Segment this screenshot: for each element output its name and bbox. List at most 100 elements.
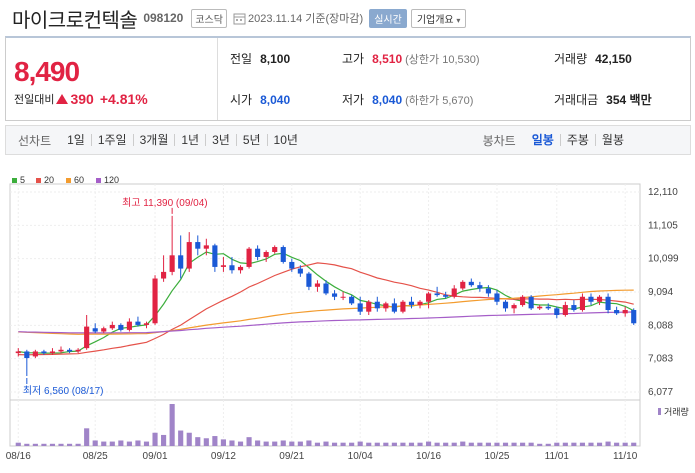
legend-label: 60 [74, 175, 84, 185]
volume-bar [161, 434, 167, 446]
candle-body [314, 283, 321, 287]
volume-bar [391, 442, 397, 446]
candle-body [323, 283, 329, 294]
candle-monthly[interactable]: 월봉 [601, 133, 624, 147]
period-5y[interactable]: 5년 [237, 134, 268, 146]
period-3y[interactable]: 3년 [206, 134, 237, 146]
market-badge: 코스닥 [191, 8, 227, 28]
candle-body [631, 310, 637, 324]
company-info-label: 기업개요 [416, 14, 454, 26]
volume-bar [562, 442, 568, 446]
volume-bar [152, 432, 158, 446]
period-10y[interactable]: 10년 [273, 133, 298, 147]
candle-body [622, 310, 628, 314]
period-1w[interactable]: 1주일 [92, 134, 134, 146]
candle-body [152, 278, 158, 324]
volume-bar [571, 442, 577, 446]
candle-body [502, 301, 509, 309]
volume-bar [32, 443, 38, 446]
stock-code: 098120 [143, 11, 184, 25]
stat-value: 354 백만 [606, 93, 652, 107]
period-3m[interactable]: 3개월 [134, 134, 176, 146]
volume-bar [41, 443, 47, 446]
volume-bar [314, 442, 321, 446]
candle-body [280, 247, 286, 262]
volume-bar [614, 442, 620, 446]
y-tick-label: 11,105 [648, 220, 678, 231]
volume-bar [622, 442, 628, 446]
volume-bar [212, 436, 218, 446]
candle-body [340, 296, 346, 298]
candle-body [400, 301, 406, 312]
candle-body [357, 303, 363, 312]
candle-body [135, 321, 141, 325]
stat-sub: (상한가 10,530) [405, 53, 480, 66]
candle-body [374, 301, 380, 309]
candle-body [58, 349, 64, 352]
stat-value: 8,100 [260, 51, 291, 66]
y-tick-label: 12,110 [648, 187, 678, 198]
candle-body [66, 349, 73, 352]
candle-body [109, 324, 115, 329]
candle-body [349, 296, 355, 304]
stat-label: 거래대금 [554, 93, 599, 107]
volume-bar [272, 441, 278, 446]
volume-bar [477, 442, 483, 446]
candle-body [203, 245, 209, 249]
candle-body [212, 245, 218, 267]
volume-bar [84, 428, 90, 446]
y-tick-label: 7,083 [648, 354, 673, 365]
stat-value: 42,150 [595, 51, 632, 66]
candle-body [554, 308, 560, 315]
period-1d[interactable]: 1일 [61, 134, 92, 146]
legend-label: 120 [104, 175, 119, 185]
legend-label: 20 [44, 175, 54, 185]
period-1y[interactable]: 1년 [175, 134, 207, 146]
realtime-button[interactable]: 실시간 [369, 8, 407, 28]
candle-body [49, 351, 56, 354]
chevron-down-icon: ▾ [456, 15, 461, 25]
candle-body [434, 293, 440, 296]
candle-daily[interactable]: 일봉 [526, 134, 561, 146]
volume-bar [237, 441, 244, 446]
x-tick-label: 10/04 [348, 451, 373, 462]
candlestick-chart[interactable]: 5 20 60 120 12,110 11,105 10,099 9,094 8,088 7,08… [0, 170, 695, 473]
volume-bar [451, 442, 457, 446]
volume-bar [246, 437, 252, 446]
stock-header: 마이크로컨텍솔 098120 코스닥 2023.11.14 기준(장마감) 실시… [0, 0, 695, 36]
candle-body [537, 306, 543, 309]
volume-bar [280, 440, 286, 446]
company-info-button[interactable]: 기업개요 ▾ [410, 8, 467, 28]
candle-weekly[interactable]: 주봉 [561, 134, 596, 146]
x-tick-label: 11/10 [613, 451, 638, 462]
stat-volume: 거래량 42,150 [554, 38, 690, 79]
line-chart-label: 선차트 [18, 133, 52, 148]
candle-body [579, 296, 586, 311]
volume-bar [340, 442, 346, 446]
volume-bar [408, 442, 415, 446]
volume-bar [306, 440, 312, 446]
candle-body [75, 349, 81, 352]
volume-bar [24, 443, 30, 446]
candle-body [477, 285, 483, 289]
volume-bar [528, 442, 534, 446]
stat-low: 저가 8,040 (하한가 5,670) [342, 79, 554, 120]
current-price-box: 8,490 전일대비 390 +4.81% [6, 38, 218, 120]
volume-bar [229, 440, 235, 446]
legend-label: 5 [20, 175, 25, 185]
volume-bar [118, 440, 124, 446]
volume-bar [178, 430, 184, 446]
legend-swatch [96, 178, 101, 183]
volume-bar [485, 442, 491, 446]
candle-body [494, 293, 500, 302]
candle-body [246, 248, 252, 267]
volume-bar [15, 442, 21, 446]
volume-bar [374, 442, 380, 446]
volume-bar [426, 441, 432, 446]
candle-body [263, 252, 269, 257]
volume-bar [579, 442, 586, 446]
y-tick-label: 9,094 [648, 287, 673, 298]
x-tick-label: 10/25 [484, 451, 509, 462]
volume-bar [631, 442, 637, 446]
candle-body [545, 306, 551, 309]
